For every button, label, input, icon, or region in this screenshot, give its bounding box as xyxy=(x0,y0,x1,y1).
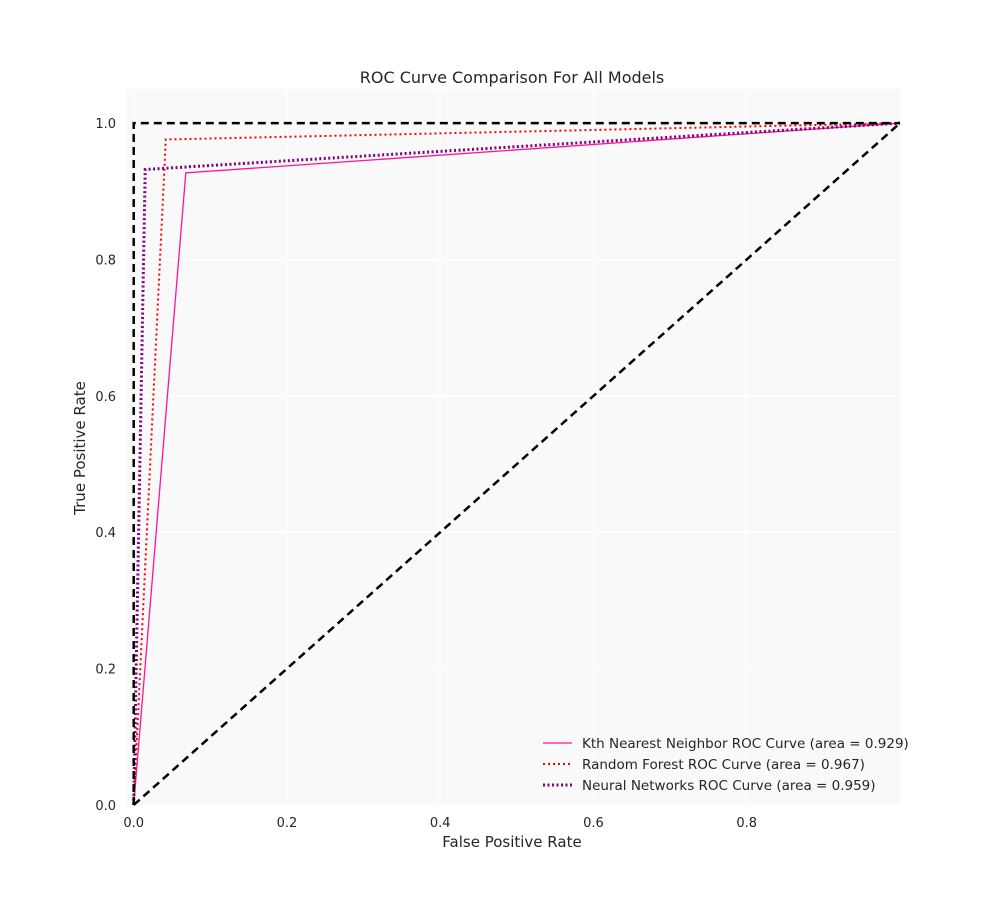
x-tick-label: 0.2 xyxy=(277,816,298,831)
plot-background xyxy=(126,89,900,805)
x-tick-label: 0.4 xyxy=(430,816,451,831)
reference-line xyxy=(132,121,900,805)
y-tick-label: 0.2 xyxy=(95,663,116,678)
x-tick-label: 0.6 xyxy=(583,816,604,831)
roc-curve-line xyxy=(133,122,901,806)
y-tick-label: 0.8 xyxy=(95,253,116,268)
tick-labels: 0.0 0.2 0.4 0.6 0.8 0.0 0.2 0.4 0.6 0.8 1.0 xyxy=(95,117,757,831)
roc-curve-line xyxy=(132,121,901,806)
grid xyxy=(126,89,900,806)
y-tick-label: 0.0 xyxy=(95,799,116,814)
legend-label: Neural Networks ROC Curve (area = 0.959) xyxy=(582,778,876,794)
x-axis-label: False Positive Rate xyxy=(442,833,581,851)
y-tick-label: 0.6 xyxy=(95,390,116,405)
x-tick-label: 0.0 xyxy=(123,816,144,831)
y-tick-label: 0.4 xyxy=(95,526,116,541)
legend-label: Random Forest ROC Curve (area = 0.967) xyxy=(582,757,865,773)
series-lines xyxy=(132,121,901,806)
chart-title: ROC Curve Comparison For All Models xyxy=(360,68,665,87)
y-axis-label: True Positive Rate xyxy=(71,381,89,516)
roc-curve-line xyxy=(132,122,901,806)
y-tick-label: 1.0 xyxy=(95,117,116,132)
reference-line xyxy=(132,122,901,806)
x-tick-label: 0.8 xyxy=(736,816,757,831)
legend: Kth Nearest Neighbor ROC Curve (area = 0… xyxy=(543,736,909,794)
legend-label: Kth Nearest Neighbor ROC Curve (area = 0… xyxy=(582,736,909,752)
